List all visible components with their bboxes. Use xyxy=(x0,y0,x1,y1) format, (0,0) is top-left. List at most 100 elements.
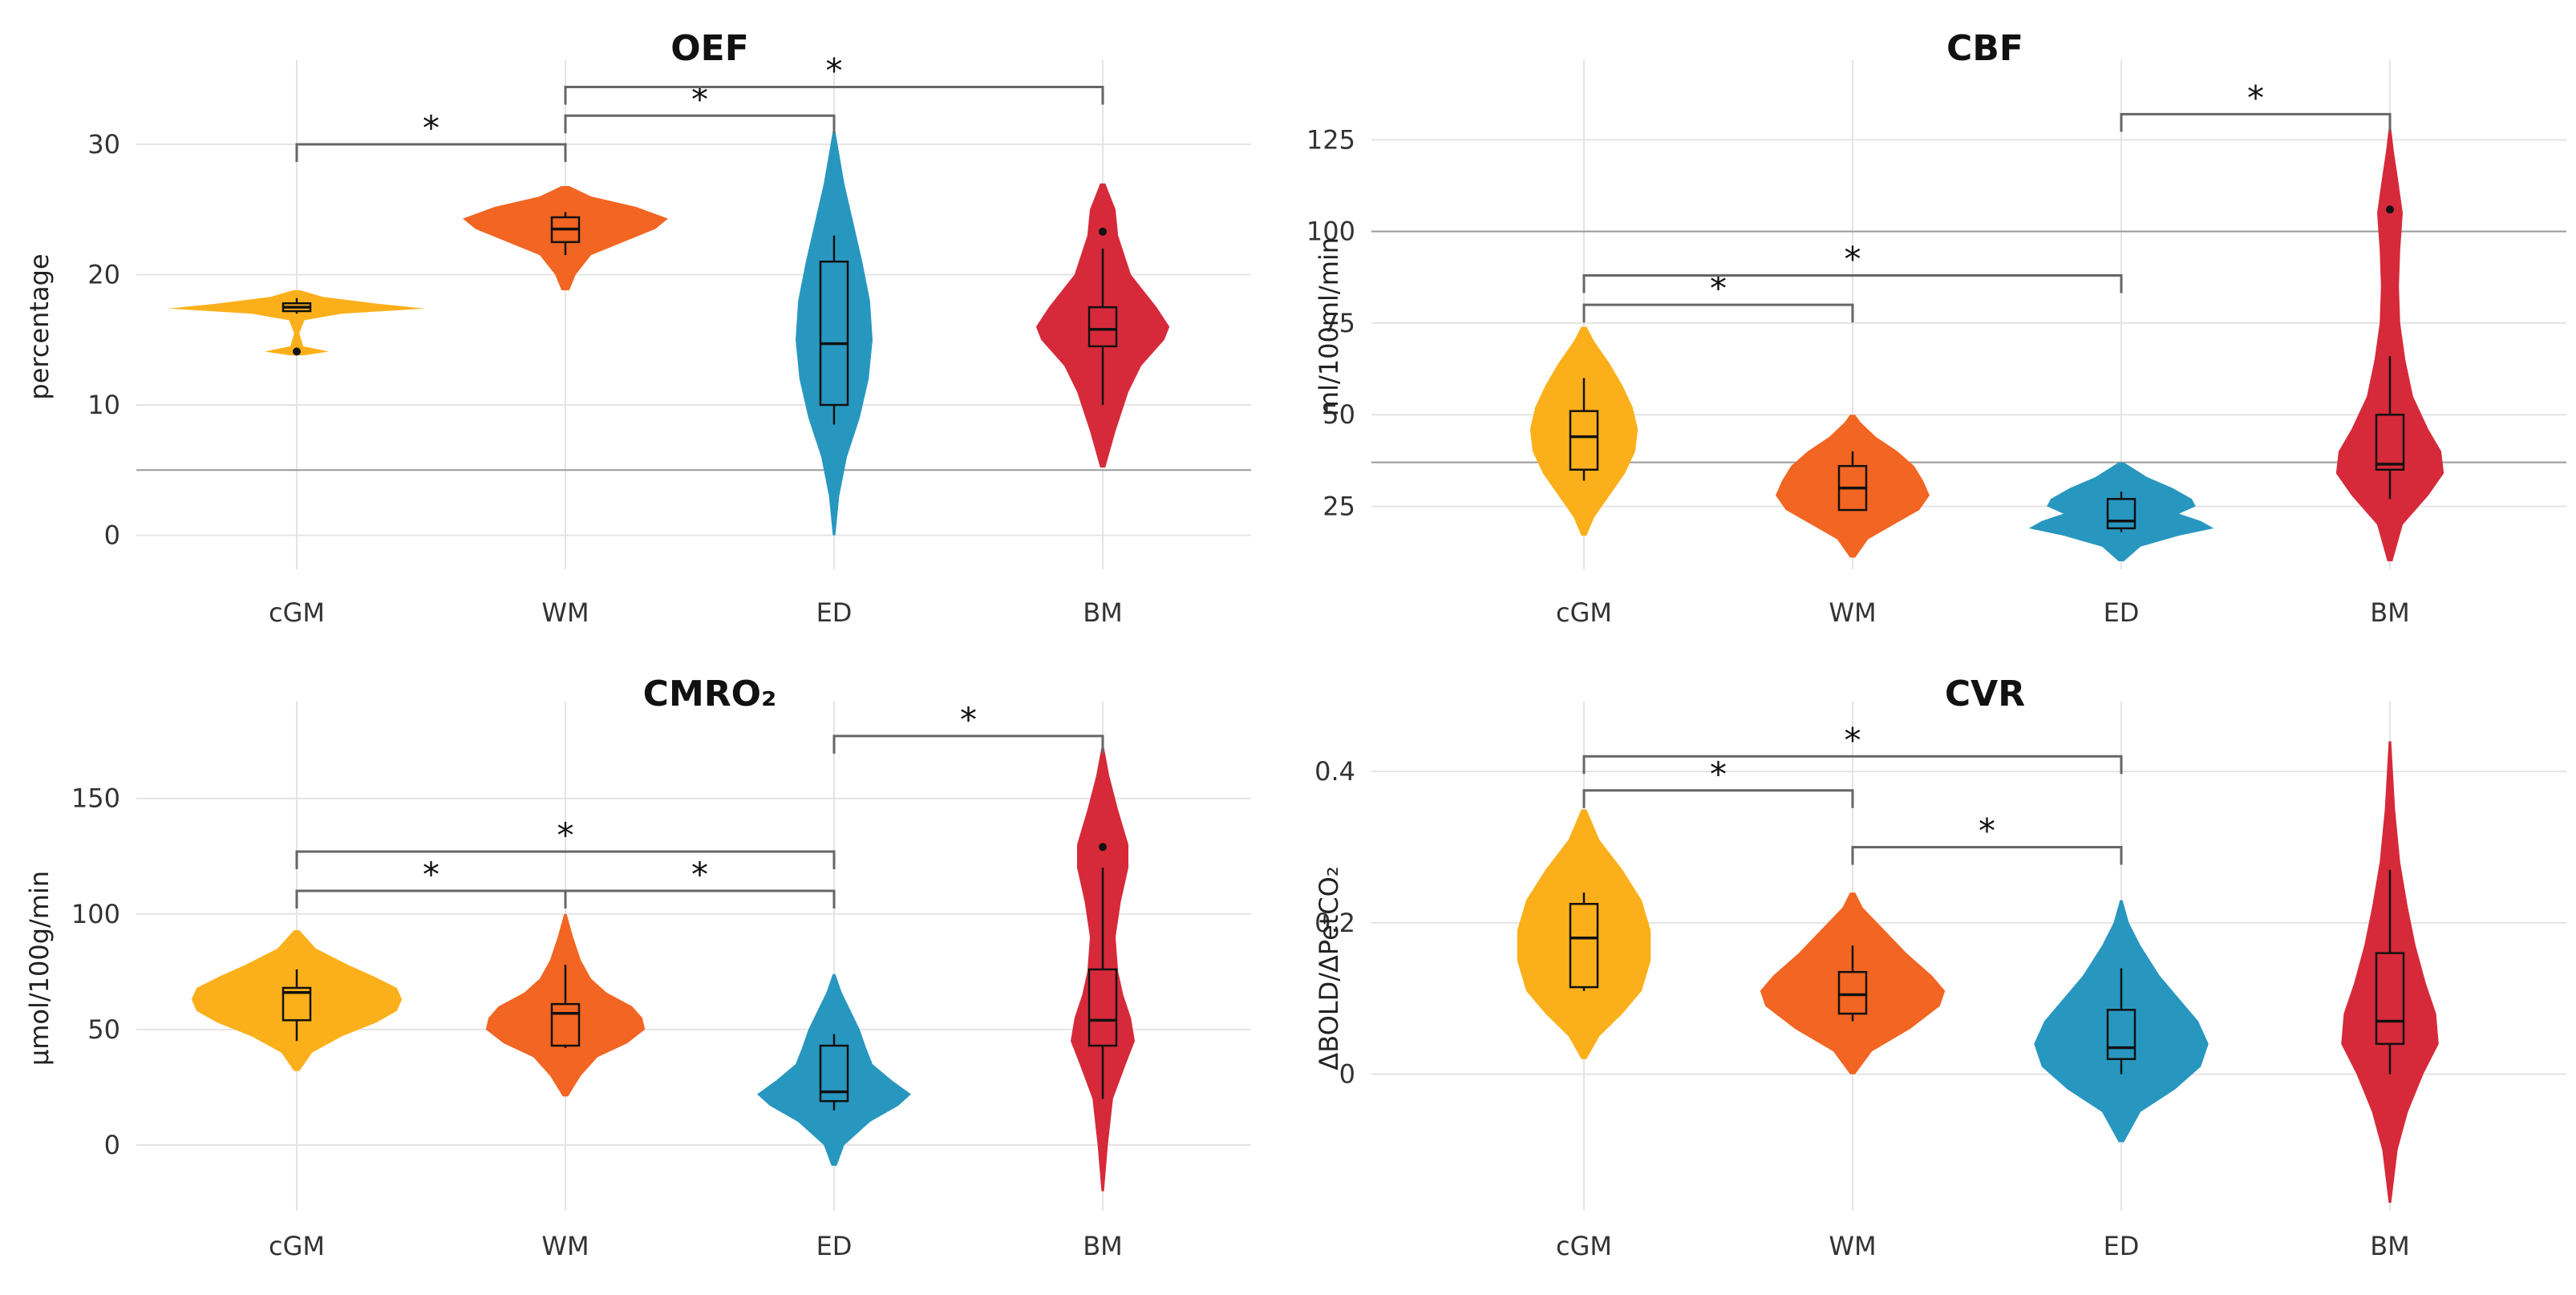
y-tick-label: 100 xyxy=(1306,217,1355,247)
x-tick-label: BM xyxy=(2370,1231,2410,1261)
boxplot-WM xyxy=(550,212,581,256)
y-tick-label: 125 xyxy=(1306,124,1355,155)
significance-bracket xyxy=(564,114,836,134)
box-iqr xyxy=(1569,410,1599,471)
y-tick-label: 20 xyxy=(87,260,120,290)
x-tick-label: ED xyxy=(816,1231,853,1261)
boxplot-BM xyxy=(1088,227,1118,405)
panel-cvr: 0 0.2 0.4 * * * cGM WM ED BM CVR ΔBOLD/ΔPetCO₂ xyxy=(1314,674,2566,1261)
violin-ED xyxy=(2034,900,2209,1143)
violin-WM xyxy=(485,913,646,1097)
significance-star: * xyxy=(691,79,708,119)
boxplot-BM xyxy=(2375,869,2405,1074)
significance-bracket xyxy=(1582,274,2123,293)
boxplot-BM xyxy=(1088,843,1118,1099)
chart-title: CVR xyxy=(1945,674,2025,714)
significance-star: * xyxy=(826,51,843,91)
boxplot-cGM xyxy=(1569,378,1599,481)
violin-cGM xyxy=(168,290,425,356)
significance-bracket xyxy=(1851,846,2123,865)
panel-oef: 0 10 20 30 * * * cGM WM ED BM OEF percentage xyxy=(24,28,1251,628)
significance-star: * xyxy=(1845,240,1861,279)
significance-star: * xyxy=(1845,720,1861,759)
boxplot-ED xyxy=(819,1034,849,1111)
boxplot-cGM xyxy=(1569,892,1599,991)
y-tick-label: 50 xyxy=(87,1014,120,1045)
panel-cbf: 25 50 75 100 125 * * * cGM WM ED BM CBF ml/100ml/min xyxy=(1306,28,2566,628)
x-tick-label: cGM xyxy=(269,1231,325,1261)
significance-star: * xyxy=(691,855,708,894)
significance-star: * xyxy=(557,815,574,855)
box-iqr xyxy=(1569,903,1599,989)
significance-star: * xyxy=(423,108,439,148)
x-tick-label: cGM xyxy=(1556,1231,1612,1261)
box-iqr xyxy=(819,1044,849,1103)
y-axis-label: percentage xyxy=(24,253,55,399)
y-tick-label: 100 xyxy=(71,899,120,929)
y-tick-label: 30 xyxy=(87,129,120,160)
box-iqr xyxy=(281,986,312,1022)
x-tick-label: WM xyxy=(541,1231,589,1261)
outlier-point xyxy=(1099,227,1107,236)
x-tick-label: BM xyxy=(1083,1231,1123,1261)
boxplot-BM xyxy=(2375,205,2405,500)
boxplot-WM xyxy=(1837,451,1868,512)
outlier-point xyxy=(2386,205,2394,214)
significance-bracket xyxy=(1582,789,1854,808)
violin-BM xyxy=(2335,128,2444,561)
x-tick-label: BM xyxy=(2370,597,2410,628)
significance-star: * xyxy=(423,855,439,894)
violin-BM xyxy=(1035,183,1170,468)
significance-bracket xyxy=(295,850,836,869)
panel-cmro: 0 50 100 150 * * * * cGM WM ED BM CMRO₂ µmol/100g/min xyxy=(24,674,1251,1261)
box-iqr xyxy=(1837,970,1868,1015)
boxplot-ED xyxy=(819,235,849,425)
y-tick-label: 0.2 xyxy=(1314,908,1355,938)
boxplot-WM xyxy=(1837,945,1868,1022)
outlier-point xyxy=(293,347,301,356)
y-tick-label: 150 xyxy=(71,783,120,814)
violin-ED xyxy=(2028,462,2214,561)
outlier-point xyxy=(1099,843,1107,852)
y-axis-label: ml/100ml/min xyxy=(1314,237,1344,416)
y-tick-label: 0 xyxy=(1339,1059,1355,1090)
y-tick-label: 0 xyxy=(104,1130,120,1160)
y-tick-label: 50 xyxy=(1322,399,1355,430)
violin-ED xyxy=(796,131,873,536)
box-iqr xyxy=(2106,1009,2137,1060)
significance-star: * xyxy=(2247,78,2264,117)
x-tick-label: WM xyxy=(1829,1231,1876,1261)
violin-cGM xyxy=(1517,809,1651,1059)
x-tick-label: ED xyxy=(816,597,853,628)
box-iqr xyxy=(1088,968,1118,1047)
significance-bracket xyxy=(564,86,1104,105)
significance-bracket xyxy=(1582,755,2123,775)
violin-ED xyxy=(757,973,911,1166)
significance-bracket xyxy=(295,143,567,162)
significance-star: * xyxy=(1979,811,1995,851)
box-iqr xyxy=(1088,306,1118,348)
violin-WM xyxy=(1776,415,1930,558)
significance-bracket xyxy=(564,889,836,909)
box-iqr xyxy=(2375,413,2405,471)
boxplot-WM xyxy=(550,965,581,1048)
x-tick-label: BM xyxy=(1083,597,1123,628)
y-tick-label: 75 xyxy=(1322,308,1355,338)
x-tick-label: WM xyxy=(1829,597,1876,628)
x-tick-label: cGM xyxy=(269,597,325,628)
y-axis-label: µmol/100g/min xyxy=(24,871,55,1066)
box-iqr xyxy=(2375,952,2405,1046)
violin-WM xyxy=(1760,892,1946,1074)
chart-title: OEF xyxy=(670,28,749,69)
x-tick-label: ED xyxy=(2104,597,2140,628)
boxplot-cGM xyxy=(281,297,312,356)
violin-cGM xyxy=(1529,326,1638,536)
x-tick-label: WM xyxy=(541,597,589,628)
chart-title: CBF xyxy=(1946,28,2023,69)
significance-star: * xyxy=(1710,755,1727,794)
significance-bracket xyxy=(1582,303,1854,323)
boxplot-cGM xyxy=(281,969,312,1042)
box-iqr xyxy=(819,261,849,407)
box-iqr xyxy=(2106,498,2137,530)
